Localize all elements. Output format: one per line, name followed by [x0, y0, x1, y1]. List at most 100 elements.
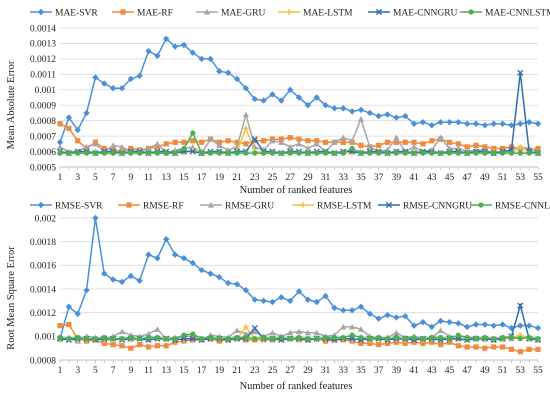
data-point-mae-svr	[340, 105, 347, 112]
data-point-rmse-gru	[295, 328, 303, 335]
data-point-rmse-cnnlstm	[473, 336, 479, 342]
data-point-mae-cnnlstm	[331, 150, 338, 156]
data-point-rmse-rf	[517, 349, 523, 355]
data-point-mae-rf	[393, 139, 399, 145]
data-point-rmse-cnnlstm	[234, 334, 240, 341]
data-point-mae-cnnlstm	[216, 150, 222, 156]
data-point-rmse-cnnlstm	[367, 336, 373, 342]
data-point-rmse-rf	[402, 340, 408, 347]
data-point-mae-rf	[455, 141, 461, 147]
data-point-mae-rf	[172, 139, 178, 145]
data-point-rmse-rf	[464, 344, 470, 350]
data-point-rmse-svr	[499, 321, 506, 328]
data-point-rmse-svr	[455, 320, 462, 327]
data-point-mae-cnnlstm	[517, 150, 523, 156]
data-point-rmse-cnnlstm	[190, 331, 196, 337]
data-point-mae-svr	[499, 120, 506, 127]
data-point-rmse-rf	[154, 343, 160, 349]
data-point-mae-svr	[437, 119, 444, 126]
legend-label: RMSE-GRU	[225, 201, 274, 211]
data-point-rmse-rf	[376, 342, 382, 348]
mae-y-tick-label: 0.0007	[30, 132, 56, 142]
data-point-mae-svr	[402, 112, 409, 120]
data-point-mae-cnnlstm	[75, 150, 81, 156]
series-mae-cnnlstm	[57, 130, 541, 156]
data-point-mae-gru	[278, 139, 285, 145]
legend-item-rmse-cnnlstm: RMSE-CNNLSTM	[470, 201, 550, 211]
data-point-rmse-cnnlstm	[119, 336, 125, 342]
rmse-x-tick-label: 33	[339, 366, 349, 376]
data-point-rmse-cnnlstm	[349, 332, 355, 338]
data-point-mae-gru	[313, 140, 320, 147]
mae-x-tick-label: 51	[498, 173, 508, 183]
data-point-rmse-cnnlstm	[420, 336, 426, 342]
data-point-mae-cnnlstm	[199, 150, 205, 156]
series-mae-rf	[57, 121, 541, 155]
data-point-mae-rf	[181, 139, 187, 145]
rmse-x-tick-label: 41	[409, 366, 419, 376]
data-point-rmse-rf	[393, 339, 399, 345]
data-point-rmse-svr	[65, 303, 73, 310]
legend-swatch-marker	[37, 8, 45, 16]
legend-item-mae-rf: MAE-RF	[112, 8, 173, 18]
data-point-mae-rf	[234, 139, 240, 145]
data-point-rmse-cnnlstm	[296, 334, 302, 341]
data-point-rmse-svr	[331, 304, 338, 312]
series-line-rmse-svr	[59, 217, 539, 339]
data-point-mae-gru	[118, 143, 126, 150]
data-point-rmse-svr	[145, 251, 152, 258]
data-point-mae-cnnlstm	[57, 150, 63, 156]
data-point-mae-svr	[348, 108, 356, 115]
data-point-mae-cnnlstm	[349, 145, 355, 152]
data-point-mae-rf	[287, 135, 293, 141]
mae-x-tick-label: 55	[533, 173, 543, 183]
data-point-mae-rf	[66, 125, 72, 131]
legend-item-mae-svr: MAE-SVR	[30, 8, 98, 18]
data-point-mae-cnnlstm	[181, 145, 187, 152]
data-point-mae-rf	[358, 142, 364, 148]
data-point-rmse-rf	[163, 343, 169, 349]
data-point-mae-gru	[437, 134, 444, 141]
data-point-rmse-svr	[260, 297, 267, 305]
data-point-rmse-cnnlstm	[154, 334, 160, 341]
data-point-rmse-cnnlstm	[278, 334, 284, 341]
data-point-mae-cnnlstm	[384, 150, 391, 156]
legend-label: RMSE-SVR	[55, 201, 103, 211]
mae-x-tick-label: 39	[392, 173, 402, 183]
data-point-mae-rf	[243, 141, 249, 147]
data-point-rmse-svr	[428, 323, 435, 331]
data-point-mae-svr	[207, 55, 214, 63]
rmse-y-tick-label: 0.002	[35, 214, 57, 224]
data-point-rmse-cnnlstm	[66, 336, 72, 342]
legend-swatch-marker	[385, 201, 393, 209]
data-point-rmse-cnnlstm	[163, 336, 169, 342]
data-point-rmse-rf	[508, 346, 515, 352]
data-point-mae-svr	[525, 119, 533, 126]
data-point-mae-rf	[376, 142, 382, 148]
rmse-x-tick-label: 45	[445, 366, 455, 376]
data-point-mae-cnnlstm	[145, 150, 152, 156]
data-point-mae-cnnlstm	[207, 150, 214, 156]
data-point-mae-rf	[429, 138, 435, 144]
data-point-rmse-cnnlstm	[145, 334, 152, 341]
data-point-rmse-svr	[286, 297, 294, 305]
data-point-rmse-cnnlstm	[446, 336, 453, 342]
data-point-mae-svr	[490, 120, 497, 127]
rmse-x-tick-label: 29	[303, 366, 313, 376]
data-point-mae-cnnlstm	[154, 150, 160, 156]
data-point-mae-gru	[189, 143, 196, 150]
data-point-mae-cnnlstm	[119, 150, 125, 156]
data-point-rmse-rf	[446, 339, 453, 345]
legend-label: MAE-CNNLSTM	[485, 8, 550, 18]
data-point-rmse-cnnlstm	[376, 334, 382, 341]
series-rmse-cnnlstm	[57, 331, 541, 342]
rmse-y-tick-label: 0.001	[35, 333, 57, 343]
mae-y-tick-label: 0.001	[35, 86, 57, 96]
mae-x-tick-label: 15	[179, 173, 189, 183]
data-point-rmse-svr	[233, 281, 241, 288]
data-point-rmse-svr	[278, 294, 285, 301]
mae-x-tick-label: 1	[58, 173, 63, 183]
data-point-rmse-cnnlstm	[517, 336, 523, 342]
data-point-rmse-svr	[189, 259, 196, 267]
data-point-rmse-gru	[340, 323, 347, 330]
